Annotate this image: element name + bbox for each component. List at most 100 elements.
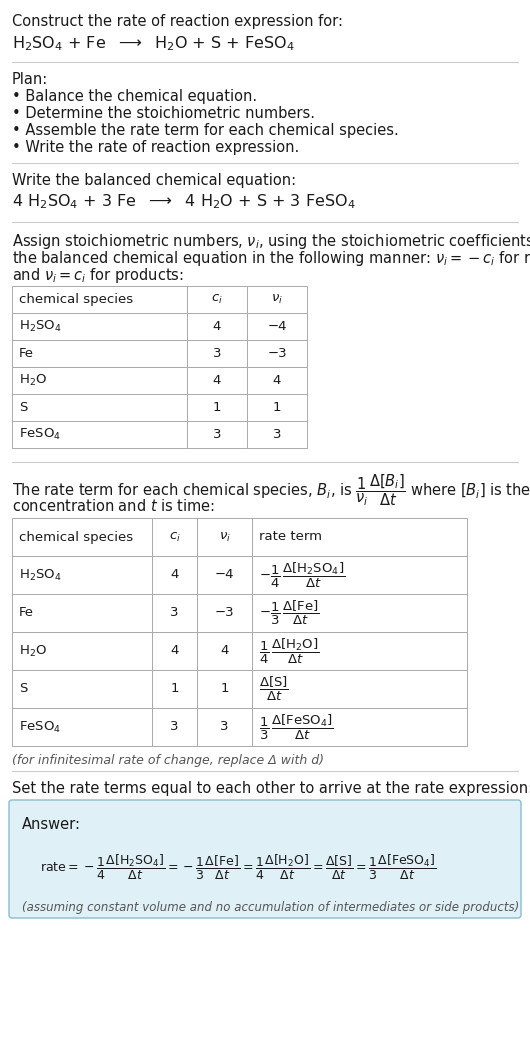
Bar: [187, 286, 247, 313]
Bar: [12, 594, 152, 632]
Bar: [187, 340, 247, 367]
Text: $\mathrm{rate} = -\dfrac{1}{4}\dfrac{\Delta[\mathrm{H_2SO_4}]}{\Delta t} = -\dfr: $\mathrm{rate} = -\dfrac{1}{4}\dfrac{\De…: [40, 853, 437, 882]
Text: Fe: Fe: [19, 347, 34, 359]
Text: $\dfrac{\Delta[\mathregular{S}]}{\Delta t}$: $\dfrac{\Delta[\mathregular{S}]}{\Delta …: [259, 675, 289, 703]
Text: • Assemble the rate term for each chemical species.: • Assemble the rate term for each chemic…: [12, 123, 399, 138]
Text: −4: −4: [267, 320, 287, 333]
Bar: [197, 632, 252, 670]
Bar: [152, 708, 197, 746]
Text: $\mathregular{H_2O}$: $\mathregular{H_2O}$: [19, 373, 47, 388]
Text: 3: 3: [170, 606, 179, 620]
Text: $c_i$: $c_i$: [211, 293, 223, 306]
Text: Answer:: Answer:: [22, 817, 81, 832]
Bar: [247, 340, 307, 367]
Bar: [12, 556, 152, 594]
Bar: [187, 313, 247, 340]
Text: 3: 3: [273, 428, 281, 441]
Bar: [197, 708, 252, 746]
Bar: [12, 313, 187, 340]
Bar: [247, 286, 307, 313]
Text: the balanced chemical equation in the following manner: $\nu_i = -c_i$ for react: the balanced chemical equation in the fo…: [12, 249, 530, 268]
Text: $-\dfrac{1}{4}\,\dfrac{\Delta[\mathregular{H_2SO_4}]}{\Delta t}$: $-\dfrac{1}{4}\,\dfrac{\Delta[\mathregul…: [259, 561, 345, 590]
Bar: [197, 518, 252, 556]
Bar: [152, 518, 197, 556]
Bar: [12, 286, 187, 313]
Text: concentration and $t$ is time:: concentration and $t$ is time:: [12, 498, 215, 514]
Text: 1: 1: [170, 683, 179, 695]
Text: −4: −4: [215, 569, 234, 581]
Bar: [252, 708, 467, 746]
Bar: [12, 708, 152, 746]
Text: $\dfrac{1}{4}\,\dfrac{\Delta[\mathregular{H_2O}]}{\Delta t}$: $\dfrac{1}{4}\,\dfrac{\Delta[\mathregula…: [259, 637, 320, 666]
Bar: [252, 632, 467, 670]
Bar: [12, 670, 152, 708]
Text: $\mathregular{FeSO_4}$: $\mathregular{FeSO_4}$: [19, 719, 61, 735]
Text: rate term: rate term: [259, 530, 322, 544]
Text: $\nu_i$: $\nu_i$: [271, 293, 283, 306]
Bar: [187, 394, 247, 421]
Bar: [12, 340, 187, 367]
Text: The rate term for each chemical species, $B_i$, is $\dfrac{1}{\nu_i}\dfrac{\Delt: The rate term for each chemical species,…: [12, 472, 530, 507]
Text: 1: 1: [220, 683, 229, 695]
Text: 4: 4: [273, 374, 281, 387]
Text: S: S: [19, 683, 28, 695]
Bar: [247, 367, 307, 394]
Text: $\mathregular{H_2SO_4}$: $\mathregular{H_2SO_4}$: [19, 568, 61, 582]
Text: 3: 3: [170, 720, 179, 734]
Text: 3: 3: [220, 720, 229, 734]
Text: S: S: [19, 401, 28, 414]
Bar: [247, 421, 307, 448]
Bar: [247, 313, 307, 340]
Bar: [12, 394, 187, 421]
Bar: [197, 670, 252, 708]
Text: 4: 4: [170, 645, 179, 658]
Bar: [197, 594, 252, 632]
Bar: [152, 670, 197, 708]
Bar: [252, 518, 467, 556]
Bar: [12, 367, 187, 394]
Bar: [12, 421, 187, 448]
Text: $-\dfrac{1}{3}\,\dfrac{\Delta[\mathregular{Fe}]}{\Delta t}$: $-\dfrac{1}{3}\,\dfrac{\Delta[\mathregul…: [259, 599, 320, 627]
Bar: [152, 556, 197, 594]
Text: $\mathregular{FeSO_4}$: $\mathregular{FeSO_4}$: [19, 427, 61, 442]
Text: 1: 1: [273, 401, 281, 414]
Text: 3: 3: [213, 347, 221, 359]
Text: Assign stoichiometric numbers, $\nu_i$, using the stoichiometric coefficients, $: Assign stoichiometric numbers, $\nu_i$, …: [12, 232, 530, 251]
Text: $\dfrac{1}{3}\,\dfrac{\Delta[\mathregular{FeSO_4}]}{\Delta t}$: $\dfrac{1}{3}\,\dfrac{\Delta[\mathregula…: [259, 713, 333, 742]
Text: $\nu_i$: $\nu_i$: [218, 530, 231, 544]
Text: $\mathregular{H_2SO_4}$ + Fe  $\longrightarrow$  $\mathregular{H_2O}$ + S + $\ma: $\mathregular{H_2SO_4}$ + Fe $\longright…: [12, 34, 295, 53]
Text: Fe: Fe: [19, 606, 34, 620]
Text: Plan:: Plan:: [12, 72, 48, 86]
Text: 4: 4: [220, 645, 228, 658]
Text: chemical species: chemical species: [19, 530, 133, 544]
Bar: [187, 421, 247, 448]
Text: Set the rate terms equal to each other to arrive at the rate expression:: Set the rate terms equal to each other t…: [12, 782, 530, 796]
Bar: [252, 556, 467, 594]
Text: −3: −3: [215, 606, 234, 620]
FancyBboxPatch shape: [9, 800, 521, 918]
Bar: [252, 594, 467, 632]
Text: • Determine the stoichiometric numbers.: • Determine the stoichiometric numbers.: [12, 106, 315, 121]
Text: 4 $\mathregular{H_2SO_4}$ + 3 Fe  $\longrightarrow$  4 $\mathregular{H_2O}$ + S : 4 $\mathregular{H_2SO_4}$ + 3 Fe $\longr…: [12, 192, 356, 210]
Text: • Balance the chemical equation.: • Balance the chemical equation.: [12, 89, 257, 104]
Bar: [12, 518, 152, 556]
Text: 4: 4: [213, 320, 221, 333]
Text: • Write the rate of reaction expression.: • Write the rate of reaction expression.: [12, 140, 299, 155]
Text: 3: 3: [213, 428, 221, 441]
Bar: [12, 632, 152, 670]
Bar: [252, 670, 467, 708]
Text: chemical species: chemical species: [19, 293, 133, 306]
Bar: [187, 367, 247, 394]
Bar: [152, 632, 197, 670]
Text: Write the balanced chemical equation:: Write the balanced chemical equation:: [12, 173, 296, 188]
Text: Construct the rate of reaction expression for:: Construct the rate of reaction expressio…: [12, 14, 343, 29]
Text: 1: 1: [213, 401, 221, 414]
Text: (for infinitesimal rate of change, replace Δ with d): (for infinitesimal rate of change, repla…: [12, 754, 324, 767]
Text: $\mathregular{H_2O}$: $\mathregular{H_2O}$: [19, 644, 47, 659]
Text: 4: 4: [213, 374, 221, 387]
Text: and $\nu_i = c_i$ for products:: and $\nu_i = c_i$ for products:: [12, 266, 184, 286]
Text: −3: −3: [267, 347, 287, 359]
Bar: [247, 394, 307, 421]
Text: 4: 4: [170, 569, 179, 581]
Text: $\mathregular{H_2SO_4}$: $\mathregular{H_2SO_4}$: [19, 319, 61, 334]
